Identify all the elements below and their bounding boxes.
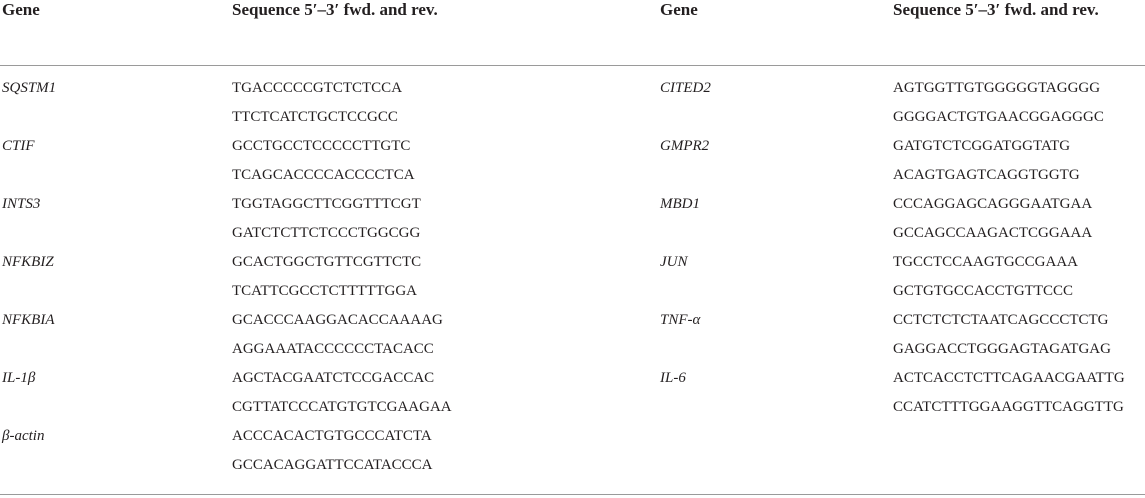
gene-name: CTIF: [2, 138, 35, 154]
reverse-primer: TCAGCACCCCACCCCTCA: [232, 167, 415, 183]
gene-name: IL-1β: [2, 370, 36, 386]
reverse-primer: CCATCTTTGGAAGGTTCAGGTTG: [893, 399, 1124, 415]
reverse-primer: GCCACAGGATTCCATACCCA: [232, 457, 433, 473]
forward-primer: ACTCACCTCTTCAGAACGAATTG: [893, 370, 1125, 386]
forward-primer: CCCAGGAGCAGGGAATGAA: [893, 196, 1093, 212]
column-header: Sequence 5′–3′ fwd. and rev.: [232, 0, 438, 19]
column-header: Gene: [660, 0, 698, 19]
forward-primer: TGACCCCCGTCTCTCCA: [232, 80, 403, 96]
reverse-primer: GAGGACCTGGGAGTAGATGAG: [893, 341, 1111, 357]
forward-primer: TGGTAGGCTTCGGTTTCGT: [232, 196, 421, 212]
bottom-rule: [0, 494, 1145, 495]
gene-name: INTS3: [2, 196, 41, 212]
column-header: Sequence 5′–3′ fwd. and rev.: [893, 0, 1099, 19]
forward-primer: TGCCTCCAAGTGCCGAAA: [893, 254, 1079, 270]
forward-primer: GATGTCTCGGATGGTATG: [893, 138, 1071, 154]
gene-name: IL-6: [660, 370, 686, 386]
reverse-primer: ACAGTGAGTCAGGTGGTG: [893, 167, 1080, 183]
forward-primer: GCACCCAAGGACACCAAAAG: [232, 312, 443, 328]
reverse-primer: GCTGTGCCACCTGTTCCC: [893, 283, 1074, 299]
gene-name: NFKBIZ: [2, 254, 54, 270]
reverse-primer: TTCTCATCTGCTCCGCC: [232, 109, 398, 125]
header-rule: [0, 65, 1145, 66]
reverse-primer: GGGGACTGTGAACGGAGGGC: [893, 109, 1104, 125]
gene-name: NFKBIA: [2, 312, 55, 328]
forward-primer: AGTGGTTGTGGGGGTAGGGG: [893, 80, 1101, 96]
forward-primer: AGCTACGAATCTCCGACCAC: [232, 370, 435, 386]
reverse-primer: GATCTCTTCTCCCTGGCGG: [232, 225, 421, 241]
gene-name: β-actin: [2, 428, 45, 444]
gene-name: SQSTM1: [2, 80, 57, 96]
column-header: Gene: [2, 0, 40, 19]
gene-name: GMPR2: [660, 138, 710, 154]
gene-name: CITED2: [660, 80, 711, 96]
forward-primer: ACCCACACTGTGCCCATCTA: [232, 428, 432, 444]
forward-primer: CCTCTCTCTAATCAGCCCTCTG: [893, 312, 1109, 328]
reverse-primer: AGGAAATACCCCCCTACACC: [232, 341, 434, 357]
gene-name: TNF-α: [660, 312, 701, 328]
reverse-primer: CGTTATCCCATGTGTCGAAGAA: [232, 399, 452, 415]
reverse-primer: GCCAGCCAAGACTCGGAAA: [893, 225, 1093, 241]
gene-name: MBD1: [660, 196, 700, 212]
gene-name: JUN: [660, 254, 688, 270]
reverse-primer: TCATTCGCCTCTTTTTGGA: [232, 283, 417, 299]
forward-primer: GCCTGCCTCCCCCTTGTC: [232, 138, 411, 154]
forward-primer: GCACTGGCTGTTCGTTCTC: [232, 254, 422, 270]
